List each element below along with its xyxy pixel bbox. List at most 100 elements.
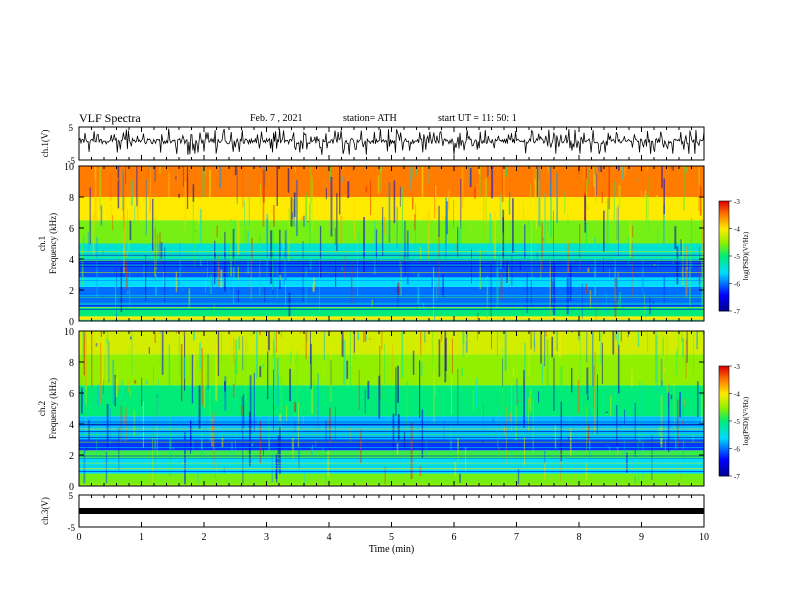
ch1-spectrogram-colorbar-cell (719, 215, 729, 218)
ch1-spectrogram-streak (202, 166, 205, 198)
ch2-spectrogram-streak (491, 331, 492, 349)
ch2-spectrogram-streak (280, 331, 282, 338)
ch2-spectrogram-streak (118, 383, 120, 393)
ch1-spectrogram-streak (264, 287, 266, 303)
ch2-spectrogram-streak (685, 339, 687, 379)
ch2-spectrogram-colorbar-tick-label: -4 (734, 391, 740, 399)
ch1-spectrogram-colorbar-cell (719, 296, 729, 299)
ch1-spectrogram-streak (683, 166, 685, 211)
ch2-spectrogram-streak (273, 369, 274, 431)
ch2-spectrogram-colorbar-tick-label: -5 (734, 418, 740, 426)
ch2-spectrogram-line (79, 466, 704, 468)
ch1-spectrogram-streak (248, 174, 250, 228)
ch1-spectrogram-streak (149, 166, 151, 213)
ch2-spectrogram-streak (154, 419, 156, 467)
ch2-spectrogram-streak (676, 351, 678, 376)
ch2-spectrogram-streak (500, 331, 503, 341)
ch2-spectrogram-colorbar-cell (719, 378, 729, 382)
ch1-spectrogram-streak (614, 247, 616, 301)
ch2-spectrogram-streak (278, 374, 280, 437)
ch2-spectrogram-streak (593, 365, 595, 408)
ch2-spectrogram-streak (592, 331, 594, 387)
ch1-spectrogram-streak (145, 255, 147, 301)
ch2-spectrogram-streak (617, 331, 619, 348)
ch1-spectrogram-streak (661, 166, 663, 189)
ch1-spectrogram-streak (581, 283, 583, 319)
ch2-spectrogram-streak (223, 467, 225, 474)
ch2-spectrogram-streak (106, 343, 108, 381)
ch1-spectrogram-streak (489, 213, 492, 260)
ch2-spectrogram-streak (168, 344, 171, 390)
ch2-spectrogram-streak (115, 377, 118, 397)
ch2-spectrogram-streak (313, 381, 315, 411)
ch2-spectrogram-colorbar-cell (719, 382, 729, 385)
ch1-spectrogram-streak (136, 166, 138, 207)
ch1-spectrogram-streak (266, 218, 268, 280)
ch1-spectrogram-streak (414, 214, 416, 231)
ch1-spectrogram-streak (583, 166, 585, 180)
ch1-spectrogram-streak (617, 166, 620, 171)
ch1-spectrogram-streak (547, 166, 549, 173)
ch1-spectrogram-streak (663, 178, 665, 215)
ch1-spectrogram-streak (283, 242, 285, 248)
ch1-spectrogram-colorbar-cell (719, 241, 729, 244)
ch2-spectrogram-streak (540, 331, 542, 364)
ch2-spectrogram-streak (259, 331, 261, 335)
ch1-spectrogram-streak (585, 222, 587, 246)
ch1-spectrogram-streak (596, 173, 598, 197)
ch1-spectrogram-streak (608, 166, 610, 210)
ch2-spectrogram-ytick-label: 8 (69, 358, 74, 369)
ch1-spectrogram-line (79, 259, 704, 261)
ch1-spectrogram-streak (129, 220, 132, 241)
ch1-spectrogram-streak (530, 184, 531, 205)
ch2-spectrogram-heatmap (79, 331, 705, 486)
ch2-spectrogram-streak (474, 411, 476, 417)
ch1-spectrogram-streak (377, 175, 380, 194)
ch1-spectrogram-streak (102, 250, 104, 255)
ch1-spectrogram-streak (699, 247, 700, 291)
ch1-spectrogram-ytick-label: 6 (69, 224, 74, 235)
ch1-ytick-5: 5 (69, 123, 74, 133)
ch2-spectrogram-line (79, 465, 704, 466)
ch2-spectrogram-streak (646, 331, 649, 352)
ch2-spectrogram-streak (419, 360, 421, 419)
ch2-spectrogram-streak (175, 331, 178, 334)
ch1-spectrogram-streak (233, 220, 235, 282)
ch2-spectrogram-streak (353, 351, 355, 360)
ch1-spectrogram-streak (479, 249, 481, 290)
ch2-spectrogram-streak (518, 400, 519, 402)
ch2-spectrogram-streak (523, 437, 525, 465)
ch1-spectrogram-colorbar-cell (719, 201, 729, 204)
ch1-spectrogram-colorbar-cell (719, 237, 729, 240)
ch1-spectrogram-streak (689, 245, 691, 307)
ch1-spectrogram-streak (501, 209, 503, 265)
ch2-spectrogram-streak (153, 365, 154, 403)
ch2-spectrogram-streak (670, 394, 673, 400)
ch2-spectrogram-streak (528, 398, 530, 431)
ch2-spectrogram-colorbar-cell (719, 413, 729, 416)
ch2-spectrogram-streak (180, 344, 183, 402)
ch2-spectrogram-colorbar-cell (719, 422, 729, 426)
ch1-spectrogram-streak (319, 254, 320, 313)
ch1-spectrogram-colorbar-cell (719, 309, 729, 312)
ch1-spectrogram-streak (477, 312, 479, 319)
ch2-spectrogram-streak (204, 360, 206, 408)
ch2-spectrogram-streak (664, 415, 666, 464)
ch2-spectrogram-streak (459, 473, 461, 483)
ch2-spectrogram-streak (399, 355, 400, 373)
ch1-spectrogram-streak (587, 166, 589, 185)
ch1-spectrogram-streak (523, 201, 524, 242)
ch2-spectrogram-streak (601, 342, 603, 384)
ch2-spectrogram-streak (130, 336, 132, 340)
ch1-spectrogram-streak (479, 166, 481, 198)
ch1-spectrogram-streak (205, 279, 206, 293)
ch2-spectrogram-streak (90, 433, 92, 434)
ch2-spectrogram-colorbar-cell (719, 397, 729, 400)
ch1-spectrogram-streak (120, 266, 123, 312)
ch1-spectrogram-streak (567, 213, 569, 248)
ch2-spectrogram-streak (452, 338, 453, 374)
ch1-spectrogram-streak (375, 229, 378, 265)
ch1-spectrogram-line (79, 254, 704, 256)
ch2-spectrogram-colorbar-cell (719, 367, 729, 371)
ch1-spectrogram-streak (260, 183, 262, 206)
